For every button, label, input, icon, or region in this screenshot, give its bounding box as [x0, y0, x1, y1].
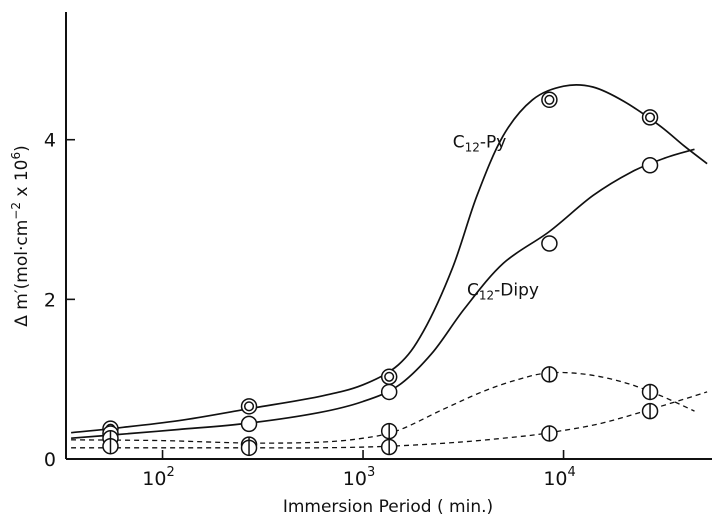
data-point — [240, 398, 258, 415]
data-point — [240, 439, 258, 457]
x-tick-label: 104 — [543, 465, 575, 490]
series-annotation-1: C12-Py — [453, 133, 507, 155]
data-point — [641, 402, 659, 420]
series-4 — [71, 391, 708, 457]
series-annotation-2: C12-Dipy — [467, 280, 539, 302]
data-point — [380, 422, 398, 440]
y-axis-label-end: ) — [12, 145, 32, 152]
axis-ticks: 0 2 4 102 103 104 — [44, 130, 576, 490]
data-point — [240, 415, 258, 433]
data-point — [541, 91, 558, 109]
y-tick-label: 4 — [44, 130, 56, 152]
data-point — [380, 438, 398, 456]
data-point — [541, 235, 558, 252]
series-2 — [71, 148, 695, 442]
x-tick-label: 102 — [142, 465, 174, 490]
x-axis-label: Immersion Period ( min.) — [283, 497, 493, 517]
series-line — [71, 148, 695, 440]
data-point — [541, 425, 558, 442]
y-axis-label-mid: x 10 — [12, 159, 32, 202]
y-axis-label-main: Δ m′(mol·cm — [12, 220, 32, 327]
data-point — [541, 366, 558, 383]
annotation-layer: C12-Py C12-Dipy — [453, 133, 539, 303]
x-tick-label: 103 — [343, 465, 375, 490]
data-point — [641, 109, 659, 126]
data-point — [102, 437, 119, 455]
y-tick-label: 2 — [44, 289, 56, 311]
data-point — [641, 157, 659, 174]
data-point — [641, 383, 659, 401]
y-axis-label: Δ m′(mol·cm−2 x 106) — [9, 145, 32, 327]
series-line — [71, 84, 708, 434]
y-axis-label-sup1: −2 — [9, 202, 23, 220]
data-point — [380, 368, 398, 386]
data-point — [380, 383, 398, 401]
series-1 — [71, 84, 708, 437]
series-layer — [71, 84, 708, 457]
series-line — [71, 391, 708, 449]
y-axis-label-sup2: 6 — [9, 152, 23, 160]
y-tick-label: 0 — [44, 449, 56, 471]
